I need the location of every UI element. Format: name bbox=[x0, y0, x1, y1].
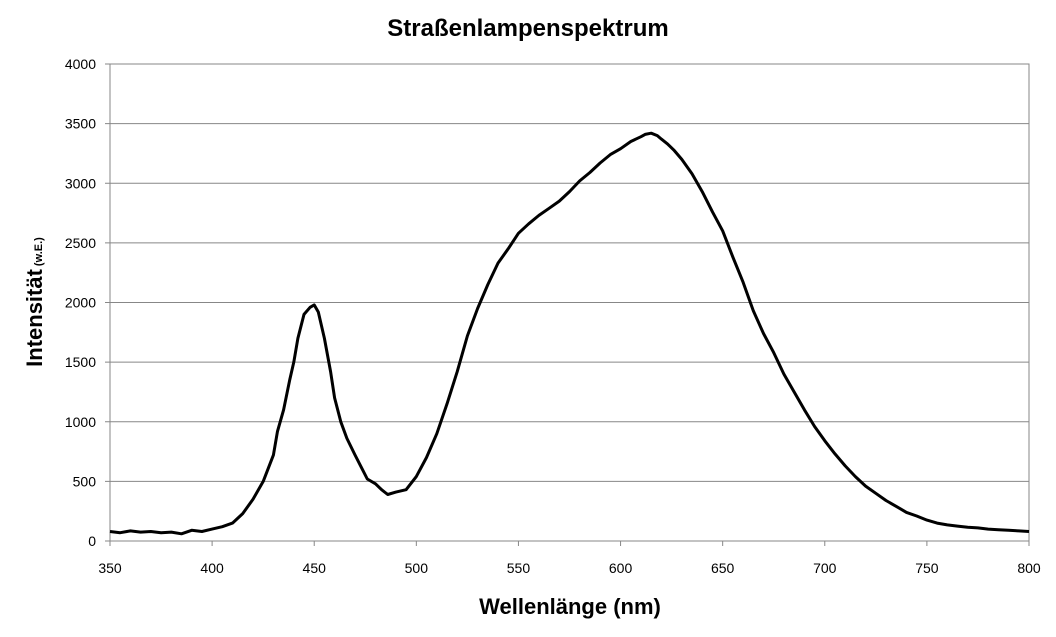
y-axis-label-unit: (w.E.) bbox=[33, 237, 45, 266]
x-tick-label-550: 550 bbox=[507, 560, 531, 576]
series-line-0 bbox=[109, 131, 1030, 536]
y-tick-label-1500: 1500 bbox=[65, 354, 96, 370]
x-tick-label-600: 600 bbox=[609, 560, 633, 576]
x-tick-label-750: 750 bbox=[915, 560, 939, 576]
y-tick-label-4000: 4000 bbox=[65, 56, 96, 72]
chart-title: Straßenlampenspektrum bbox=[387, 15, 668, 42]
x-tick-label-400: 400 bbox=[200, 560, 224, 576]
x-tick-label-650: 650 bbox=[711, 560, 735, 576]
y-tick-label-0: 0 bbox=[88, 533, 96, 549]
series-layer bbox=[109, 131, 1030, 536]
axes bbox=[105, 63, 1030, 546]
plot-area-border bbox=[109, 63, 1030, 542]
x-tick-labels: 350 400 450 500 550 600 650 700 750 800 bbox=[98, 560, 1041, 576]
y-tick-label-3000: 3000 bbox=[65, 175, 96, 191]
y-tick-label-2500: 2500 bbox=[65, 235, 96, 251]
y-tick-label-500: 500 bbox=[73, 473, 97, 489]
x-axis-label: Wellenlänge (nm) bbox=[479, 594, 661, 619]
gridlines bbox=[110, 63, 1029, 482]
y-tick-labels: 0 500 1000 1500 2000 2500 3000 3500 4000 bbox=[65, 56, 96, 549]
x-tick-label-450: 450 bbox=[303, 560, 327, 576]
x-tick-label-700: 700 bbox=[813, 560, 837, 576]
y-axis-label-text: Intensität bbox=[22, 268, 47, 366]
x-tick-label-500: 500 bbox=[405, 560, 429, 576]
x-tick-label-800: 800 bbox=[1017, 560, 1041, 576]
x-tick-label-350: 350 bbox=[98, 560, 122, 576]
y-axis-label: Intensität (w.E.) bbox=[22, 237, 47, 367]
y-tick-label-3500: 3500 bbox=[65, 116, 96, 132]
y-tick-label-1000: 1000 bbox=[65, 414, 96, 430]
y-tick-label-2000: 2000 bbox=[65, 295, 96, 311]
